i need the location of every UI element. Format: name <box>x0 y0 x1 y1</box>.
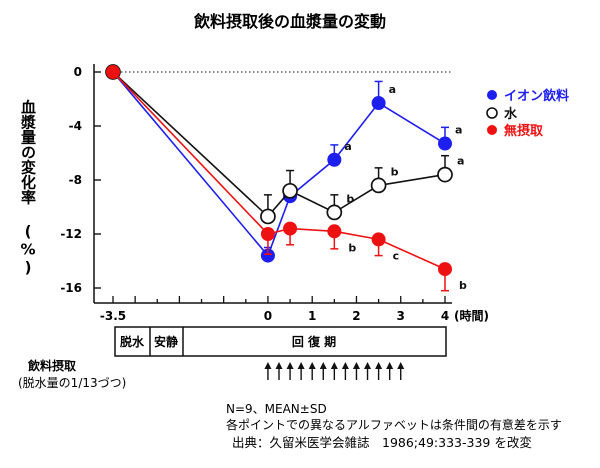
significance-letter: b <box>391 165 399 178</box>
data-point <box>437 166 453 183</box>
data-point <box>371 232 386 247</box>
legend: イオン飲料 水 無摂取 <box>486 88 569 139</box>
series-line-0 <box>112 71 446 258</box>
legend-label-water: 水 <box>504 106 518 122</box>
legend-marker-water <box>486 107 498 119</box>
data-point <box>327 152 342 167</box>
axes: 0 -4 -8 -12 -16 -3.5 0 1 2 3 4 (時間) <box>60 64 489 323</box>
legend-label-none: 無摂取 <box>504 123 544 139</box>
intake-arrow-head <box>264 362 272 369</box>
significance-letter: b <box>459 279 467 292</box>
intake-label: 飲料摂取 <box>27 358 76 373</box>
series-2: b c b <box>106 65 467 292</box>
data-point <box>260 227 275 241</box>
data-point <box>327 224 342 239</box>
significance-letter: c <box>393 249 400 262</box>
x-tick-label: 1 <box>308 309 316 323</box>
data-point <box>326 204 343 221</box>
x-tick-label: 4 <box>441 309 449 323</box>
data-point <box>282 182 298 199</box>
y-tick-label: -4 <box>69 119 82 133</box>
significance-note: 各ポイントでの異なるアルファベットは条件間の有意差を示す <box>226 417 562 432</box>
data-point <box>438 136 452 151</box>
x-tick-label: 2 <box>352 309 360 323</box>
y-tick-label: 0 <box>74 65 82 79</box>
intake-arrow-head <box>308 362 316 369</box>
data-point <box>371 96 386 111</box>
x-tick-label: 3 <box>397 309 405 323</box>
intake-arrow-head <box>397 362 405 369</box>
intake-arrow-head <box>330 362 338 369</box>
series-line-2 <box>112 71 446 270</box>
intake-arrow-head <box>386 362 394 369</box>
x-tick-label: 0 <box>264 309 272 323</box>
phase-bar-frame <box>114 326 447 357</box>
phase-bar: 脱水 安静 回 復 期 <box>114 326 447 357</box>
legend-marker-ion <box>487 90 497 100</box>
intake-arrow-head <box>286 362 294 369</box>
significance-letter: b <box>348 241 356 254</box>
intake-arrow-head <box>375 362 383 369</box>
intake-arrow-head <box>364 362 372 369</box>
series-line-1 <box>112 71 446 218</box>
x-tick-label: -3.5 <box>100 309 126 323</box>
intake-arrow-head <box>297 362 305 369</box>
y-tick-label: -8 <box>69 173 82 187</box>
x-axis-unit: (時間) <box>454 308 489 323</box>
y-axis-label: 血漿量の変化率 (%) <box>19 99 37 277</box>
intake-arrow-head <box>341 362 349 369</box>
significance-letter: b <box>346 192 354 205</box>
data-point <box>438 262 452 277</box>
intake-arrows <box>264 362 405 380</box>
significance-letter: a <box>455 124 462 137</box>
intake-sublabel: (脱水量の1/13づつ) <box>18 375 126 390</box>
data-point <box>260 208 276 225</box>
series-layer: a a a b b a b c b <box>105 64 467 292</box>
data-point <box>106 65 120 79</box>
y-tick-label: -16 <box>60 281 82 295</box>
phase-rest: 安静 <box>154 334 178 349</box>
intake-arrow-head <box>352 362 360 369</box>
y-tick-label: -12 <box>60 227 82 241</box>
significance-letter: a <box>457 155 464 168</box>
data-point <box>370 177 387 194</box>
phase-dehydration: 脱水 <box>120 334 145 349</box>
data-point <box>283 221 298 236</box>
legend-label-ion: イオン飲料 <box>504 88 569 104</box>
intake-arrow-head <box>319 362 327 369</box>
chart-title: 飲料摂取後の血漿量の変動 <box>193 12 386 31</box>
data-point <box>260 248 275 263</box>
significance-letter: a <box>344 140 351 153</box>
legend-marker-none <box>487 125 497 135</box>
significance-letter: a <box>389 83 396 96</box>
stats-note: N=9、MEAN±SD <box>226 402 327 416</box>
series-0: a a a <box>106 65 462 263</box>
source-note: 出典：久留米医学会雑誌 1986;49:333-339 を改変 <box>232 435 532 450</box>
intake-arrow-head <box>275 362 283 369</box>
phase-recovery: 回 復 期 <box>292 334 336 349</box>
